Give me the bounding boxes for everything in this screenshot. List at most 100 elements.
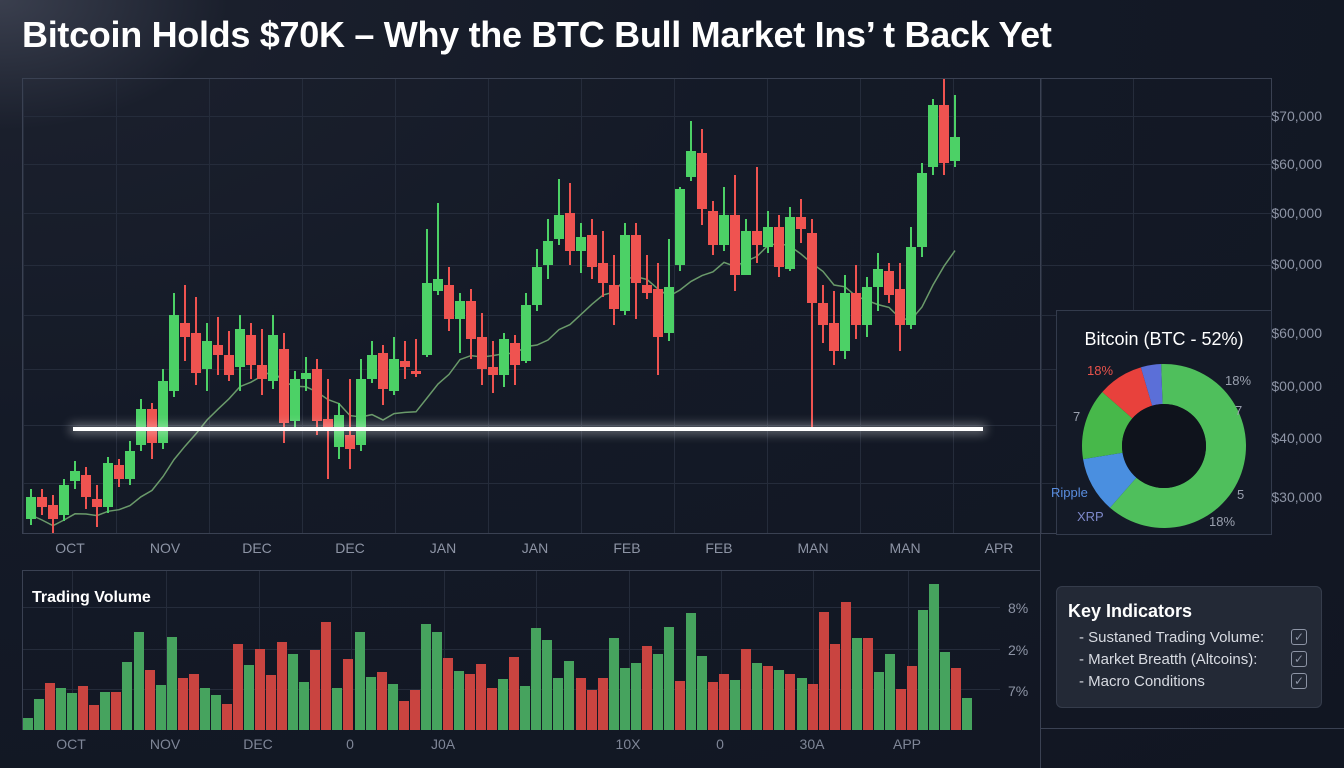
- pie-slice-label: 18%: [1209, 514, 1236, 529]
- volume-bar: [862, 638, 873, 730]
- volume-bar: [686, 613, 696, 730]
- candle-body: [37, 497, 47, 507]
- volume-bar: [818, 612, 829, 730]
- candle-body: [224, 355, 234, 375]
- grid-line: [908, 571, 909, 730]
- volume-bar: [697, 656, 708, 730]
- volume-bar: [752, 663, 763, 730]
- candle-body: [675, 189, 685, 265]
- volume-bar: [343, 659, 354, 730]
- grid-line: [444, 571, 445, 730]
- volume-bar: [266, 675, 277, 730]
- grid-line: [721, 571, 722, 730]
- volume-bar: [299, 682, 310, 730]
- price-tick-label: $00,000: [1271, 378, 1322, 394]
- volume-bar: [884, 654, 895, 730]
- volume-bar: [321, 622, 332, 730]
- volume-bar: [564, 661, 575, 730]
- bottom-divider: [1040, 728, 1344, 729]
- market-dominance-panel: Bitcoin (BTC - 52%) 18% 18% 7 7 Ripple XRP 5 18…: [1051, 310, 1272, 535]
- volume-bar: [487, 688, 498, 730]
- pie-slice-label: 18%: [1087, 363, 1114, 378]
- volume-bar: [907, 666, 917, 730]
- volume-bar: [586, 690, 597, 730]
- donut-slice: [1083, 452, 1137, 508]
- candle-body: [653, 289, 663, 337]
- candle-body: [587, 235, 597, 267]
- volume-bar: [553, 678, 564, 730]
- volume-bar: [674, 681, 685, 730]
- indicator-market-breadth: - Market Breatth (Altcoins):: [1079, 651, 1258, 668]
- candle-body: [499, 339, 509, 375]
- candles-layer: [23, 79, 1273, 535]
- candle-body: [631, 235, 641, 283]
- candle-body: [26, 497, 36, 519]
- volume-tick-label: 2%: [1008, 642, 1029, 658]
- candle-body: [521, 305, 531, 361]
- candle-body: [642, 285, 652, 293]
- candle-body: [796, 217, 806, 229]
- candle-body: [114, 465, 124, 479]
- time-tick-label: MAN: [889, 540, 921, 556]
- grid-line: [23, 116, 1271, 117]
- grid-line: [629, 571, 630, 730]
- candle-body: [70, 471, 80, 481]
- volume-bar: [387, 684, 398, 730]
- candle-body: [829, 323, 839, 351]
- grid-line: [23, 213, 1271, 214]
- volume-bar: [951, 668, 962, 730]
- candle-body: [763, 227, 773, 247]
- candle-body: [191, 333, 201, 373]
- candle-body: [147, 409, 157, 443]
- checkbox-icon[interactable]: ✓: [1291, 651, 1307, 667]
- candle-body: [917, 173, 927, 247]
- volume-bar: [155, 685, 166, 730]
- candle-body: [576, 237, 586, 251]
- price-tick-label: $00,000: [1271, 256, 1322, 272]
- candle-body: [169, 315, 179, 391]
- checkbox-icon[interactable]: ✓: [1291, 673, 1307, 689]
- grid-line: [23, 483, 1271, 484]
- volume-bar: [431, 632, 442, 730]
- volume-bar: [597, 678, 608, 730]
- pie-slice-label: Ripple: [1051, 485, 1088, 500]
- candle-wick: [558, 179, 560, 245]
- volume-bar: [111, 692, 122, 730]
- volume-bar: [652, 654, 663, 730]
- price-tick-label: $60,000: [1271, 156, 1322, 172]
- volume-bar: [619, 668, 630, 730]
- volume-bar: [221, 704, 232, 730]
- volume-bar: [442, 658, 453, 730]
- key-indicators-panel: Key Indicators - Sustaned Trading Volume…: [1056, 586, 1322, 708]
- candle-body: [708, 211, 718, 245]
- checkbox-icon[interactable]: ✓: [1291, 629, 1307, 645]
- volume-bar: [277, 642, 288, 730]
- volume-bar: [741, 649, 752, 730]
- panel-divider: [1040, 78, 1041, 768]
- candle-wick: [459, 293, 461, 353]
- candle-body: [213, 345, 223, 355]
- candle-body: [235, 329, 245, 367]
- candle-body: [664, 287, 674, 333]
- volume-bar: [255, 649, 266, 730]
- volume-bar: [807, 684, 818, 730]
- volume-bar: [133, 632, 144, 730]
- candle-body: [279, 349, 289, 423]
- time-tick-label: OCT: [55, 540, 85, 556]
- volume-time-label: OCT: [56, 736, 86, 752]
- volume-tick-label: 8%: [1008, 600, 1029, 616]
- candle-body: [389, 359, 399, 391]
- grid-line: [72, 571, 73, 730]
- volume-time-label: 0: [716, 736, 724, 752]
- volume-time-label: J0A: [430, 736, 456, 752]
- candle-body: [180, 323, 190, 337]
- grid-line: [395, 79, 396, 533]
- candle-body: [532, 267, 542, 305]
- candle-wick: [415, 339, 417, 377]
- grid-line: [1041, 79, 1042, 533]
- candle-body: [345, 435, 355, 449]
- candle-wick: [437, 203, 439, 295]
- volume-tick-label: 7%: [1008, 683, 1029, 699]
- volume-bar: [288, 654, 299, 730]
- candle-body: [367, 355, 377, 379]
